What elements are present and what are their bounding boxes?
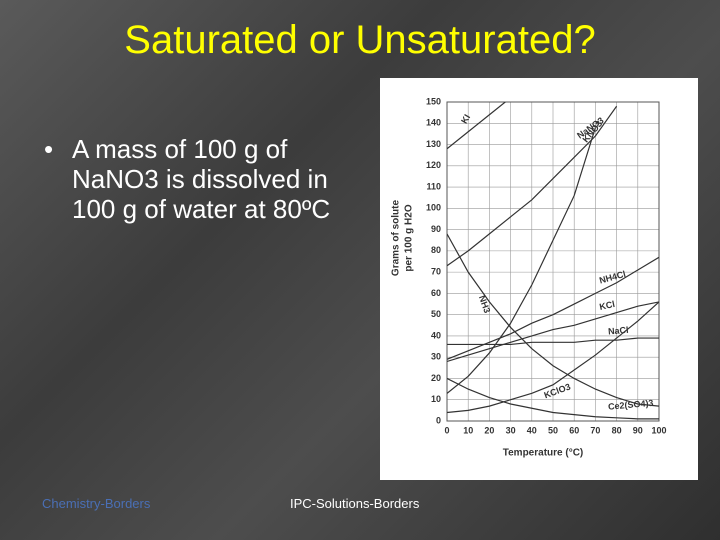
series-line bbox=[447, 233, 659, 407]
y-tick-label: 90 bbox=[431, 224, 441, 234]
series-line bbox=[447, 102, 507, 150]
x-tick-label: 0 bbox=[444, 425, 449, 435]
series-label: KCl bbox=[598, 299, 615, 312]
series-line bbox=[447, 105, 618, 267]
y-tick-label: 130 bbox=[426, 139, 441, 149]
y-tick-label: 100 bbox=[426, 203, 441, 213]
x-tick-label: 40 bbox=[527, 425, 537, 435]
y-tick-label: 20 bbox=[431, 373, 441, 383]
y-tick-label: 30 bbox=[431, 352, 441, 362]
y-tick-label: 10 bbox=[431, 394, 441, 404]
y-tick-label: 60 bbox=[431, 288, 441, 298]
slide-title: Saturated or Unsaturated? bbox=[124, 18, 596, 62]
x-tick-label: 20 bbox=[484, 425, 494, 435]
x-tick-label: 90 bbox=[633, 425, 643, 435]
series-label: KI bbox=[459, 113, 472, 126]
y-tick-label: 140 bbox=[426, 118, 441, 128]
y-tick-label: 40 bbox=[431, 330, 441, 340]
chart-background bbox=[380, 78, 698, 480]
x-tick-label: 100 bbox=[651, 425, 666, 435]
y-tick-label: 120 bbox=[426, 160, 441, 170]
y-axis-title: Grams of solute bbox=[391, 200, 402, 277]
x-axis-title: Temperature (°C) bbox=[503, 448, 584, 459]
series-line bbox=[447, 256, 659, 360]
x-tick-label: 50 bbox=[548, 425, 558, 435]
y-tick-label: 110 bbox=[426, 181, 441, 191]
y-tick-label: 150 bbox=[426, 96, 441, 106]
footer-center: IPC-Solutions-Borders bbox=[290, 496, 420, 511]
series-label: Ce2(SO4)3 bbox=[608, 398, 654, 412]
y-tick-label: 0 bbox=[436, 415, 441, 425]
series-line bbox=[447, 337, 659, 346]
y-axis-title: per 100 g H2O bbox=[404, 204, 415, 271]
y-tick-label: 70 bbox=[431, 267, 441, 277]
y-tick-label: 80 bbox=[431, 245, 441, 255]
bullet-text: A mass of 100 g of NaNO3 is dissolved in… bbox=[72, 134, 331, 224]
y-tick-label: 50 bbox=[431, 309, 441, 319]
series-line bbox=[447, 301, 659, 363]
x-tick-label: 80 bbox=[612, 425, 622, 435]
x-tick-label: 10 bbox=[463, 425, 473, 435]
x-tick-label: 60 bbox=[569, 425, 579, 435]
plot-frame bbox=[446, 101, 660, 422]
series-line bbox=[447, 127, 596, 394]
bullet-item: • A mass of 100 g of NaNO3 is dissolved i… bbox=[44, 134, 354, 224]
footer-left: Chemistry-Borders bbox=[42, 496, 151, 511]
series-line bbox=[447, 301, 659, 414]
x-tick-label: 70 bbox=[590, 425, 600, 435]
x-tick-label: 30 bbox=[506, 425, 516, 435]
series-label: NaCl bbox=[608, 325, 629, 337]
series-line bbox=[447, 377, 659, 420]
